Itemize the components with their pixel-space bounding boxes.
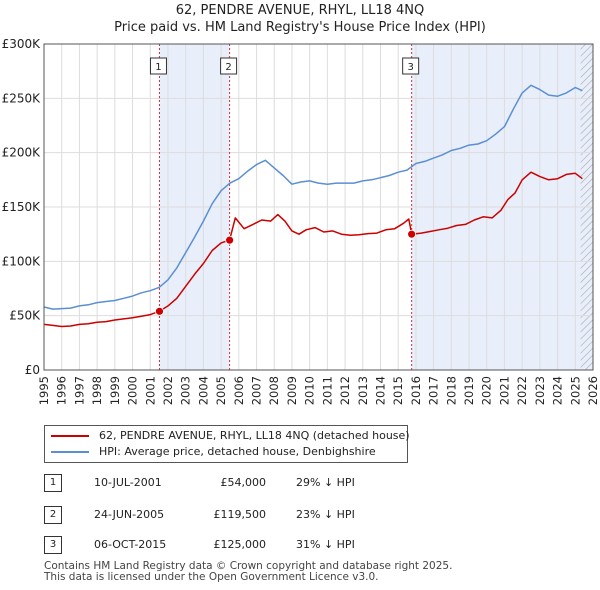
plot-border xyxy=(43,43,594,371)
sale-hpi-diff: 23% ↓ HPI xyxy=(296,508,355,521)
x-tick-label: 1999 xyxy=(108,376,122,405)
sale-marker-number: 2 xyxy=(225,62,231,73)
x-tick-label: 1998 xyxy=(90,376,104,405)
footer-copyright: Contains HM Land Registry data © Crown c… xyxy=(44,560,453,572)
x-tick-label: 1995 xyxy=(37,376,51,405)
chart-title: 62, PENDRE AVENUE, RHYL, LL18 4NQ xyxy=(175,3,425,18)
sale-marker-number: 3 xyxy=(407,62,413,73)
sale-hpi-diff: 29% ↓ HPI xyxy=(296,476,355,489)
sale-marker-badge: 2 xyxy=(44,506,62,524)
x-tick-label: 1996 xyxy=(55,376,69,405)
x-tick-label: 2011 xyxy=(320,376,334,405)
x-tick-label: 2024 xyxy=(551,376,565,405)
x-tick-label: 2004 xyxy=(196,376,210,405)
x-tick-label: 2009 xyxy=(285,376,299,405)
y-tick-label: £50K xyxy=(9,309,41,323)
y-tick-label: £100K xyxy=(2,254,42,268)
hpi-line xyxy=(43,84,583,310)
chart-legend: 62, PENDRE AVENUE, RHYL, LL18 4NQ (detac… xyxy=(44,425,410,463)
sale-marker-badge: 1 xyxy=(44,474,62,492)
legend-label-hpi: HPI: Average price, detached house, Denb… xyxy=(99,445,376,458)
sale-date: 06-OCT-2015 xyxy=(94,538,167,551)
y-tick-label: £250K xyxy=(2,91,42,105)
x-tick-label: 2015 xyxy=(391,376,405,405)
x-tick-label: 2013 xyxy=(356,376,370,405)
chart-subtitle: Price paid vs. HM Land Registry's House … xyxy=(114,20,486,35)
legend-swatch-hpi xyxy=(51,451,89,453)
sale-date: 24-JUN-2005 xyxy=(94,508,165,521)
x-tick-label: 2021 xyxy=(497,376,511,405)
x-tick-label: 2016 xyxy=(409,376,423,405)
sale-point xyxy=(407,229,417,239)
x-tick-label: 2010 xyxy=(303,376,317,405)
x-tick-label: 2014 xyxy=(373,376,387,405)
x-tick-label: 2019 xyxy=(462,376,476,405)
sale-point xyxy=(155,306,164,316)
sale-marker-box xyxy=(149,57,167,75)
sale-point xyxy=(225,235,234,245)
sale-price: £119,500 xyxy=(213,508,267,521)
sale-price: £54,000 xyxy=(220,476,267,489)
x-tick-label: 2007 xyxy=(250,376,264,405)
y-tick-label: £150K xyxy=(2,200,42,214)
y-tick-label: £0 xyxy=(25,363,40,377)
legend-label-property: 62, PENDRE AVENUE, RHYL, LL18 4NQ (detac… xyxy=(99,429,410,442)
x-tick-label: 2017 xyxy=(427,376,441,405)
x-tick-label: 2026 xyxy=(586,376,600,405)
x-tick-label: 2025 xyxy=(568,376,582,405)
sale-marker-box xyxy=(220,57,238,75)
legend-swatch-property xyxy=(51,435,89,437)
x-tick-label: 2020 xyxy=(480,376,494,405)
x-tick-label: 2003 xyxy=(179,376,193,405)
footer-license: This data is licensed under the Open Gov… xyxy=(44,571,379,583)
x-tick-label: 2018 xyxy=(444,376,458,405)
x-tick-label: 2002 xyxy=(161,376,175,405)
x-tick-label: 2023 xyxy=(533,376,547,405)
sale-marker-badge: 3 xyxy=(44,536,62,554)
x-tick-label: 2001 xyxy=(143,376,157,405)
sale-date: 10-JUL-2001 xyxy=(94,476,162,489)
property-price-line xyxy=(43,171,583,328)
x-tick-label: 2008 xyxy=(267,376,281,405)
footer-attribution: Contains HM Land Registry data © Crown c… xyxy=(44,561,452,583)
x-tick-label: 2012 xyxy=(338,376,352,405)
x-tick-label: 1997 xyxy=(72,376,86,405)
sale-marker-box xyxy=(402,57,420,75)
sale-hpi-diff: 31% ↓ HPI xyxy=(296,538,355,551)
sale-marker-number: 1 xyxy=(155,62,161,73)
x-tick-label: 2022 xyxy=(515,376,529,405)
x-tick-label: 2000 xyxy=(126,376,140,405)
x-tick-label: 2005 xyxy=(214,376,228,405)
y-tick-label: £300K xyxy=(2,37,42,51)
x-tick-label: 2006 xyxy=(232,376,246,405)
y-tick-label: £200K xyxy=(2,146,42,160)
sale-price: £125,000 xyxy=(213,538,267,551)
